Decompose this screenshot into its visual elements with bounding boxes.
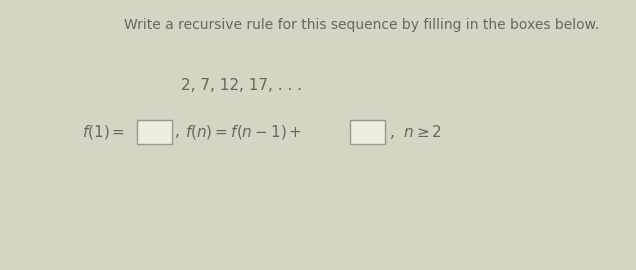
Text: $f(n) = f(n-1) +$: $f(n) = f(n-1) +$ xyxy=(185,123,302,141)
Text: Write a recursive rule for this sequence by filling in the boxes below.: Write a recursive rule for this sequence… xyxy=(123,18,599,32)
Text: ,  $n \geq 2$: , $n \geq 2$ xyxy=(389,123,442,141)
Text: 2, 7, 12, 17, . . .: 2, 7, 12, 17, . . . xyxy=(181,77,301,93)
FancyBboxPatch shape xyxy=(350,120,385,144)
Text: $f(1) =$: $f(1) =$ xyxy=(81,123,125,141)
FancyBboxPatch shape xyxy=(137,120,172,144)
Text: ,: , xyxy=(175,124,180,140)
